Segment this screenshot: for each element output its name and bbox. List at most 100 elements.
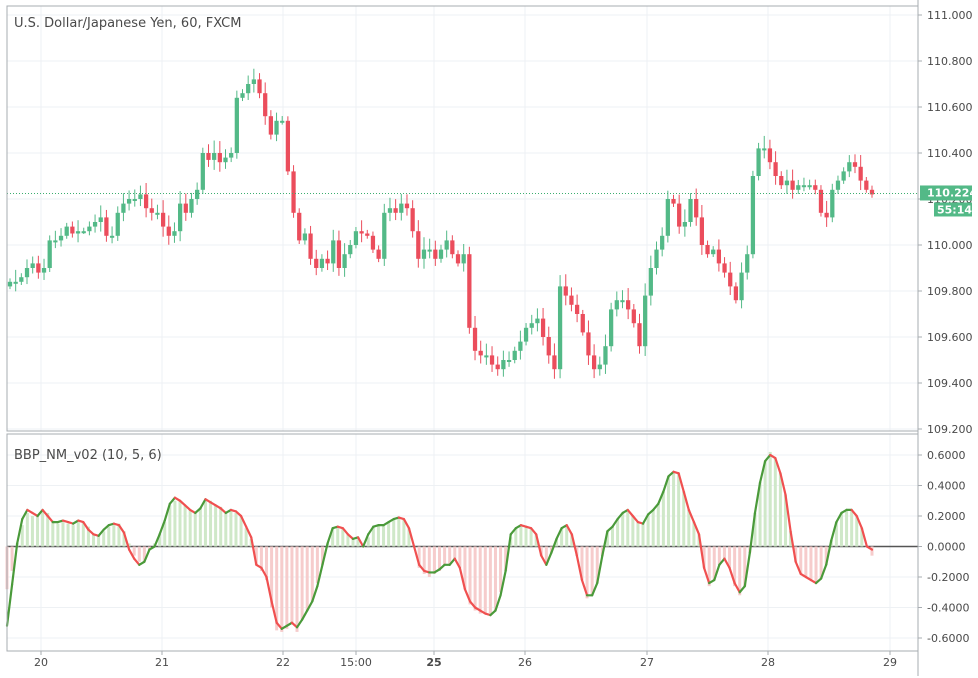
oscillator-segment [550,537,558,554]
price-tick-label: 110.400 [927,147,973,160]
histogram-bar [392,519,396,547]
candle-body [92,222,98,227]
price-pane[interactable]: U.S. Dollar/Japanese Yen, 60, FXCM [7,6,918,431]
oscillator-segment [494,594,502,612]
oscillator-segment [835,511,843,524]
histogram-bar [117,523,121,547]
oscillator-segment [367,525,375,536]
histogram-bar [473,546,477,611]
oscillator-segment [692,520,701,536]
candle-body [609,309,614,347]
candle-body [671,199,676,204]
candle-body [790,180,795,190]
time-tick-label: 27 [640,656,654,669]
histogram-bar [651,509,655,547]
histogram-bar [25,512,29,547]
candle-body [58,235,64,241]
candle-body [654,249,659,268]
osc-tick-label: -0.6000 [927,632,969,645]
histogram-bar [753,512,757,547]
candle-body [206,153,211,160]
time-axis[interactable]: 20 21 22 15:00 25 26 27 28 29 [34,651,897,669]
candle-body [699,217,704,245]
candle-body [591,355,597,370]
candle-body [835,180,841,190]
price-grid [7,6,918,431]
oscillator-segment [616,511,624,521]
candle-body [376,249,381,259]
candle-body [404,203,410,209]
candle-body [796,185,801,190]
candle-body [353,231,359,245]
candle-body [858,166,863,181]
oscillator-segment [591,581,599,597]
oscillator-segment [504,533,512,573]
histogram-bar [122,531,126,547]
histogram-bar [443,546,447,565]
candle-body [586,332,591,356]
histogram-bar [636,522,640,547]
candle-body [711,249,716,255]
candle-body [41,268,47,273]
histogram-bar [763,461,767,547]
candle-body [824,212,829,218]
oscillator-segment [860,527,869,548]
histogram-bar [784,494,787,547]
candle-body [121,203,126,213]
oscillator-axis[interactable]: 0.6000 0.4000 0.2000 0.0000 -0.2000 -0.4000 -0… [918,449,969,645]
oscillator-segment [758,460,767,484]
oscillator-segment [301,609,309,621]
candle-body [138,194,143,199]
oscillator-segment [753,481,762,515]
candle-body [569,295,574,305]
oscillator-segment [580,578,589,597]
oscillator-segment [448,557,456,566]
osc-tick-label: -0.4000 [927,602,969,615]
oscillator-pane[interactable]: BBP_NM_v02 (10, 5, 6) [5,434,919,651]
histogram-bar [61,522,65,547]
osc-tick-label: -0.2000 [927,571,969,584]
oscillator-segment [321,542,329,566]
histogram-bar [656,503,660,547]
histogram-bar [275,546,279,631]
oscillator-segment [738,585,746,594]
oscillator-segment [250,536,258,566]
candle-body [149,208,154,213]
oscillator-segment [697,533,706,569]
oscillator-segment [677,472,685,493]
oscillator-segment [407,527,416,548]
histogram-bar [438,546,441,571]
histogram-bar [504,546,508,571]
oscillator-segment [748,511,757,554]
candle-body [784,180,790,186]
candle-body [36,263,41,273]
oscillator-segment [631,514,640,524]
candle-body [280,120,285,123]
candle-body [620,300,625,303]
price-tick-label: 110.800 [927,55,973,68]
histogram-bar [733,546,737,587]
candle-body [762,148,767,151]
candle-body [478,350,483,356]
oscillator-segment [606,525,614,533]
histogram-bar [611,526,614,547]
time-tick-label: 20 [34,656,48,669]
candle-body [285,120,291,172]
candle-body [416,231,421,259]
price-axis[interactable]: 111.000110.800110.600110.400110.200110.0… [918,9,973,436]
oscillator-segment [468,600,477,609]
candle-body [195,189,200,199]
histogram-bar [107,526,111,547]
candle-body [847,162,852,172]
oscillator-segment [16,517,24,545]
histogram-bar [646,514,650,547]
oscillator-segment [117,524,126,534]
histogram-bar [76,522,80,547]
histogram-bar [270,546,274,608]
oscillator-segment [662,475,670,493]
histogram-bar [142,546,146,562]
histogram-bar [453,546,457,559]
oscillator-segment [234,510,243,518]
candle-body [319,258,325,268]
